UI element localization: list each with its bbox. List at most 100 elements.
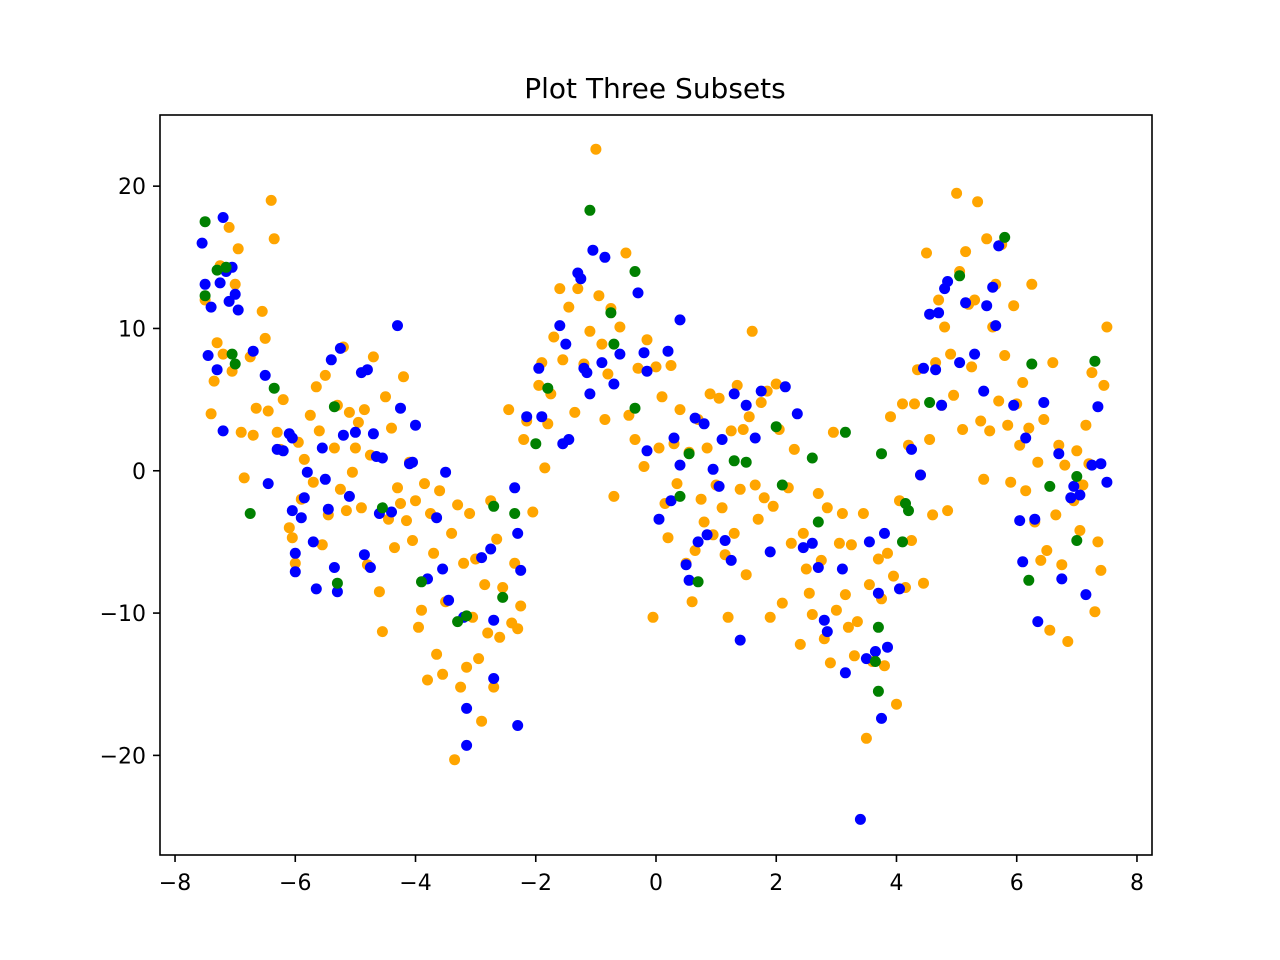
scatter-point-s0-111 bbox=[584, 325, 596, 337]
scatter-point-s1-159 bbox=[1080, 589, 1092, 601]
scatter-point-s2-9 bbox=[331, 577, 343, 589]
scatter-point-s0-18 bbox=[265, 194, 277, 206]
scatter-point-s2-17 bbox=[530, 438, 542, 450]
scatter-point-s0-250 bbox=[1038, 414, 1050, 425]
scatter-point-s0-59 bbox=[401, 515, 412, 527]
scatter-point-s0-238 bbox=[1002, 419, 1014, 431]
scatter-point-s0-203 bbox=[897, 398, 908, 410]
scatter-point-s0-2 bbox=[208, 375, 220, 387]
scatter-point-s0-172 bbox=[794, 638, 806, 650]
scatter-point-s0-199 bbox=[885, 411, 896, 423]
x-tick-label: −6 bbox=[279, 871, 311, 896]
scatter-point-s0-22 bbox=[277, 394, 289, 406]
scatter-point-s0-107 bbox=[563, 301, 575, 313]
scatter-point-s1-95 bbox=[680, 559, 692, 571]
scatter-point-s0-258 bbox=[1062, 636, 1074, 647]
scatter-point-s0-9 bbox=[232, 243, 244, 255]
scatter-point-s1-132 bbox=[918, 362, 929, 374]
scatter-point-s0-116 bbox=[602, 368, 614, 380]
scatter-point-s0-88 bbox=[491, 533, 503, 545]
scatter-point-s0-229 bbox=[975, 415, 987, 427]
scatter-point-s1-139 bbox=[954, 357, 966, 369]
scatter-point-s2-1 bbox=[199, 290, 211, 302]
scatter-point-s0-166 bbox=[770, 378, 782, 390]
scatter-point-s0-200 bbox=[888, 570, 899, 582]
scatter-point-s0-143 bbox=[701, 442, 713, 454]
scatter-point-s2-8 bbox=[328, 401, 340, 413]
scatter-point-s2-20 bbox=[605, 307, 617, 319]
scatter-point-s0-162 bbox=[758, 492, 770, 504]
scatter-point-s0-144 bbox=[704, 388, 716, 400]
scatter-point-s1-157 bbox=[1068, 480, 1080, 492]
scatter-point-s0-66 bbox=[422, 674, 433, 686]
scatter-point-s0-58 bbox=[398, 371, 409, 383]
scatter-point-s0-153 bbox=[731, 379, 743, 391]
scatter-point-s1-26 bbox=[307, 536, 319, 548]
scatter-point-s0-109 bbox=[572, 283, 584, 295]
scatter-point-s0-155 bbox=[737, 424, 749, 435]
scatter-point-s1-136 bbox=[936, 399, 948, 411]
scatter-point-s0-85 bbox=[482, 627, 494, 639]
scatter-point-s0-64 bbox=[416, 604, 427, 616]
scatter-point-s1-104 bbox=[719, 535, 731, 546]
scatter-point-s0-74 bbox=[449, 754, 461, 766]
scatter-point-s0-44 bbox=[352, 416, 364, 428]
scatter-point-s1-5 bbox=[214, 277, 226, 289]
scatter-point-s0-91 bbox=[503, 404, 515, 416]
scatter-point-s0-150 bbox=[722, 611, 734, 623]
scatter-point-s0-207 bbox=[909, 398, 920, 410]
scatter-point-s0-138 bbox=[686, 596, 698, 608]
scatter-point-s1-122 bbox=[860, 653, 872, 665]
scatter-point-s1-28 bbox=[316, 442, 328, 454]
scatter-point-s1-63 bbox=[488, 614, 500, 626]
scatter-point-s0-115 bbox=[599, 414, 611, 425]
scatter-point-s1-58 bbox=[461, 702, 473, 714]
scatter-point-s1-87 bbox=[641, 365, 653, 377]
scatter-point-s0-185 bbox=[836, 508, 848, 519]
scatter-point-s2-40 bbox=[903, 505, 914, 517]
scatter-point-s0-49 bbox=[367, 351, 379, 363]
scatter-point-s0-82 bbox=[473, 653, 485, 665]
scatter-point-s0-15 bbox=[256, 305, 268, 317]
scatter-point-s0-13 bbox=[247, 429, 259, 441]
scatter-point-s0-42 bbox=[346, 466, 358, 478]
scatter-point-s0-270 bbox=[1101, 321, 1113, 333]
scatter-point-s0-242 bbox=[1014, 439, 1026, 451]
scatter-point-s1-140 bbox=[960, 297, 972, 309]
scatter-point-s1-4 bbox=[211, 364, 223, 376]
scatter-point-s0-182 bbox=[827, 426, 839, 438]
scatter-point-s1-45 bbox=[376, 452, 388, 464]
scatter-point-s0-251 bbox=[1041, 545, 1053, 556]
scatter-point-s1-35 bbox=[337, 429, 349, 441]
scatter-point-s0-3 bbox=[211, 337, 223, 349]
scatter-point-s0-11 bbox=[238, 472, 250, 484]
scatter-point-s1-50 bbox=[407, 456, 418, 468]
scatter-point-s2-26 bbox=[692, 576, 704, 588]
scatter-point-s0-87 bbox=[488, 681, 500, 693]
scatter-point-s0-255 bbox=[1053, 439, 1065, 451]
scatter-point-s0-174 bbox=[800, 563, 812, 575]
scatter-point-s0-38 bbox=[334, 483, 346, 495]
scatter-point-s0-253 bbox=[1047, 357, 1059, 369]
scatter-point-s0-120 bbox=[620, 247, 632, 259]
scatter-point-s0-188 bbox=[845, 539, 857, 551]
y-tick-label: −20 bbox=[100, 744, 146, 769]
scatter-point-s0-24 bbox=[286, 532, 298, 544]
scatter-point-s1-73 bbox=[560, 338, 572, 350]
scatter-point-s1-101 bbox=[707, 463, 719, 475]
scatter-point-s1-19 bbox=[286, 432, 298, 444]
scatter-point-s1-79 bbox=[584, 388, 596, 400]
scatter-point-s1-59 bbox=[461, 739, 473, 751]
scatter-point-s1-81 bbox=[596, 357, 608, 369]
scatter-point-s0-224 bbox=[960, 246, 972, 258]
scatter-point-s0-265 bbox=[1086, 367, 1098, 379]
scatter-point-s0-192 bbox=[860, 732, 872, 744]
scatter-point-s1-107 bbox=[734, 634, 746, 646]
scatter-point-s0-77 bbox=[458, 557, 470, 569]
scatter-point-s0-108 bbox=[569, 406, 581, 418]
scatter-point-s0-19 bbox=[268, 233, 280, 245]
scatter-point-s0-148 bbox=[716, 502, 728, 514]
scatter-point-s1-14 bbox=[259, 369, 271, 381]
scatter-point-s0-123 bbox=[632, 362, 644, 374]
